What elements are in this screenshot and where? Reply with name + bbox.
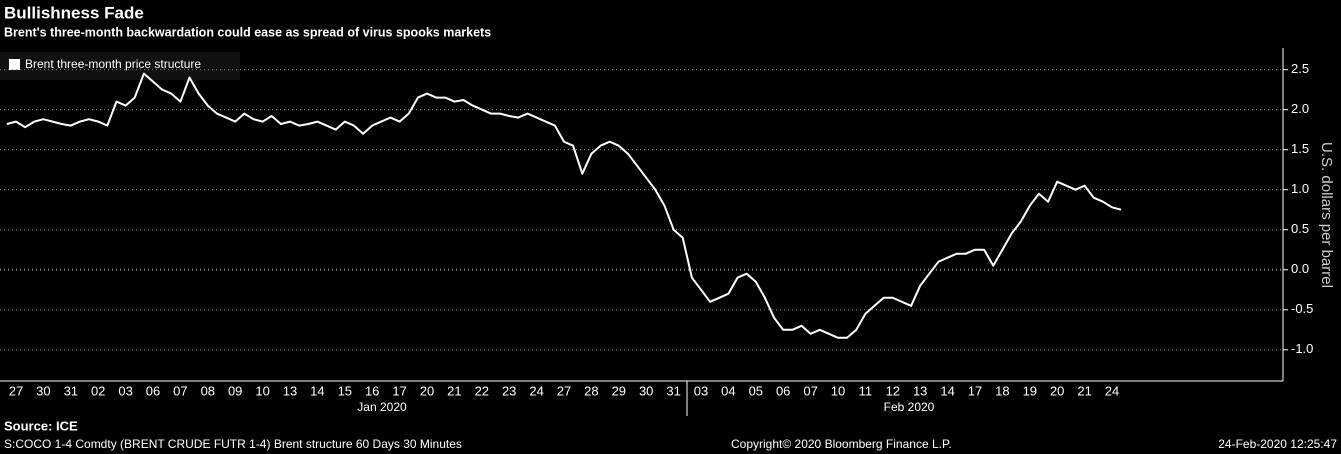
x-tick-label: 30 xyxy=(639,383,653,398)
y-tick-label: 2.0 xyxy=(1291,101,1309,116)
chart-subtitle: Brent's three-month backwardation could … xyxy=(4,25,491,39)
y-axis-label: U.S. dollars per barrel xyxy=(1318,142,1335,288)
x-tick-label: 14 xyxy=(310,383,324,398)
x-tick-label: 10 xyxy=(255,383,269,398)
x-tick-label: 19 xyxy=(1023,383,1037,398)
x-tick-label: 05 xyxy=(749,383,763,398)
x-tick-label: 20 xyxy=(420,383,434,398)
x-tick-label: 21 xyxy=(447,383,461,398)
x-tick-label: 18 xyxy=(995,383,1009,398)
x-tick-label: 22 xyxy=(475,383,489,398)
x-tick-label: 07 xyxy=(803,383,817,398)
x-tick-label: 04 xyxy=(721,383,735,398)
data-line xyxy=(6,72,1122,339)
x-tick-label: 30 xyxy=(36,383,50,398)
x-tick-label: 31 xyxy=(666,383,680,398)
x-tick-label: 27 xyxy=(557,383,571,398)
x-tick-label: 28 xyxy=(584,383,598,398)
x-tick-label: 24 xyxy=(1105,383,1119,398)
x-tick-label: 11 xyxy=(859,383,873,398)
x-tick-label: 12 xyxy=(886,383,900,398)
y-tick-label: 1.0 xyxy=(1291,181,1309,196)
x-tick-label: 14 xyxy=(940,383,954,398)
x-tick-label: 15 xyxy=(338,383,352,398)
x-tick-label: 23 xyxy=(502,383,516,398)
y-tick-label: 0.0 xyxy=(1291,261,1309,276)
x-tick-label: 10 xyxy=(831,383,845,398)
legend-swatch xyxy=(9,59,20,70)
x-tick-label: 02 xyxy=(91,383,105,398)
x-tick-label: 21 xyxy=(1077,383,1091,398)
y-tick-label: 1.5 xyxy=(1291,141,1309,156)
x-tick-label: 20 xyxy=(1050,383,1064,398)
footer-center: Copyright© 2020 Bloomberg Finance L.P. xyxy=(731,437,952,451)
legend-label: Brent three-month price structure xyxy=(25,57,201,71)
x-tick-label: 16 xyxy=(365,383,379,398)
x-tick-label: 06 xyxy=(776,383,790,398)
footer-right: 24-Feb-2020 12:25:47 xyxy=(1218,437,1337,451)
x-tick-label: 31 xyxy=(64,383,78,398)
x-tick-label: 13 xyxy=(283,383,297,398)
x-tick-label: 06 xyxy=(146,383,160,398)
x-tick-label: 17 xyxy=(968,383,982,398)
month-label: Feb 2020 xyxy=(884,400,935,414)
footer-left: S:COCO 1-4 Comdty (BRENT CRUDE FUTR 1-4)… xyxy=(4,437,462,451)
x-tick-label: 13 xyxy=(913,383,927,398)
x-tick-label: 27 xyxy=(9,383,23,398)
y-tick-label: 2.5 xyxy=(1291,61,1309,76)
month-label: Jan 2020 xyxy=(357,400,407,414)
chart-title: Bullishness Fade xyxy=(4,3,144,22)
y-tick-label: -0.5 xyxy=(1291,301,1313,316)
source: Source: ICE xyxy=(4,418,78,433)
x-tick-label: 03 xyxy=(694,383,708,398)
x-tick-label: 09 xyxy=(228,383,242,398)
x-tick-label: 24 xyxy=(529,383,543,398)
x-tick-label: 29 xyxy=(612,383,626,398)
y-tick-label: -1.0 xyxy=(1291,341,1313,356)
x-tick-label: 08 xyxy=(201,383,215,398)
x-tick-label: 03 xyxy=(118,383,132,398)
legend-box xyxy=(0,52,240,80)
y-tick-label: 0.5 xyxy=(1291,221,1309,236)
x-tick-label: 07 xyxy=(173,383,187,398)
x-tick-label: 17 xyxy=(392,383,406,398)
